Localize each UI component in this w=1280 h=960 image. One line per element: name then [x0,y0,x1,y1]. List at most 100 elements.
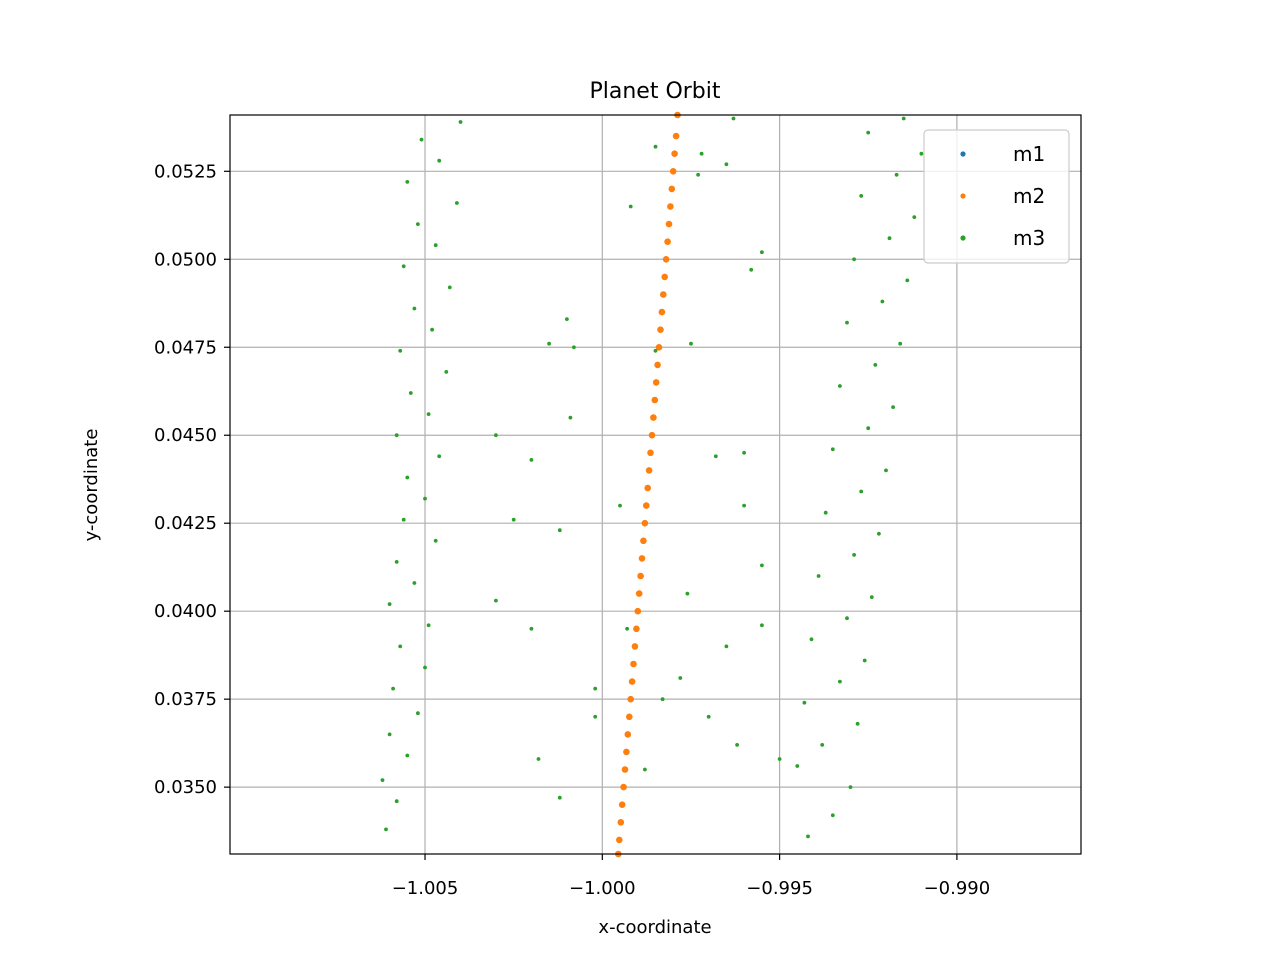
data-point-m2 [618,801,626,808]
data-point-m3 [593,714,598,719]
legend-marker-m3 [960,235,966,241]
data-point-m2 [633,625,640,633]
data-point-m2 [623,748,630,756]
data-point-m3 [912,215,917,220]
data-point-m3 [405,475,410,480]
data-point-m2 [628,678,636,685]
x-axis: −1.005 −1.000 −0.995 −0.990 [392,854,991,899]
data-point-m3 [437,454,442,459]
x-tick-label: −0.990 [924,878,991,899]
data-point-m3 [816,574,821,578]
data-point-m3 [845,320,849,325]
data-point-m2 [640,537,647,545]
data-point-m2 [665,220,673,228]
legend-label-m2: m2 [1013,184,1045,208]
data-point-m3 [565,317,569,321]
y-tick-label: 0.0500 [154,249,217,270]
data-point-m3 [557,528,562,533]
data-point-m2 [624,731,632,738]
data-point-m3 [689,341,693,346]
data-point-m3 [724,644,729,649]
data-point-m3 [891,405,895,409]
data-point-m3 [838,384,842,388]
data-point-m2 [669,168,677,175]
x-tick-label: −1.000 [569,878,636,899]
data-point-m3 [742,503,746,508]
legend-marker-m2 [960,193,966,199]
data-point-m3 [405,180,410,184]
data-point-m3 [823,510,828,515]
data-point-m2 [671,150,678,157]
data-point-m3 [536,757,541,761]
plot-frame [229,114,1082,855]
legend-label-m1: m1 [1013,142,1045,166]
data-point-m2 [654,361,661,369]
y-axis: 0.0350 0.0375 0.0400 0.0425 0.0450 0.0475 0.05… [154,161,230,798]
data-point-m2 [651,396,659,404]
data-point-m3 [430,327,434,332]
data-point-m3 [880,299,885,304]
data-point-m3 [877,531,881,536]
data-point-m3 [905,278,910,283]
data-point-m3 [394,433,399,438]
data-point-m3 [444,370,449,374]
data-point-m3 [433,243,438,248]
data-point-m3 [809,637,814,642]
data-point-m3 [628,204,633,209]
data-point-m3 [412,581,417,585]
data-point-m3 [405,753,410,758]
points-layer [380,111,924,858]
data-point-m3 [398,644,403,649]
data-point-m3 [391,686,395,691]
data-point-m3 [820,743,825,747]
legend-box [923,129,1070,264]
y-tick-label: 0.0525 [154,161,217,182]
data-point-m3 [653,348,658,353]
data-point-m3 [660,697,665,702]
data-point-m3 [777,757,782,761]
data-point-m2 [617,819,625,826]
data-point-m3 [735,743,739,747]
chart-title: Planet Orbit [589,79,720,104]
data-point-m2 [643,502,650,509]
data-point-m2 [641,519,649,527]
data-point-m2 [647,449,654,457]
data-point-m3 [901,116,906,121]
data-point-m3 [394,799,399,804]
data-point-m2 [664,238,671,245]
data-point-m3 [838,679,842,684]
data-point-m2 [652,379,660,386]
data-point-m2 [660,291,667,298]
data-point-m2 [627,695,634,703]
data-point-m2 [634,607,642,615]
data-point-m3 [855,721,860,726]
data-point-m3 [706,714,711,719]
y-tick-label: 0.0350 [154,777,217,798]
data-point-m3 [830,813,835,818]
data-point-m2 [668,185,676,193]
legend-label-m3: m3 [1013,226,1045,250]
data-point-m3 [423,665,427,670]
data-point-m3 [919,151,924,156]
data-point-m2 [661,273,668,281]
data-point-m3 [529,458,534,462]
data-point-m2 [648,431,656,439]
data-point-m2 [616,836,623,844]
data-point-m3 [742,450,746,455]
data-point-m2 [645,467,653,474]
data-point-m2 [650,414,657,421]
y-axis-label: y-coordinate [81,429,102,542]
data-point-m3 [416,711,420,716]
data-point-m3 [859,489,864,494]
data-point-m3 [760,563,764,568]
data-point-m2 [631,643,639,650]
data-point-m3 [557,795,562,800]
data-point-m3 [643,767,647,772]
legend-marker-m1 [960,151,966,157]
data-point-m3 [731,116,736,121]
x-tick-label: −1.005 [392,878,459,899]
data-point-m2 [635,590,643,597]
data-point-m3 [568,415,573,420]
data-point-m3 [401,517,406,522]
